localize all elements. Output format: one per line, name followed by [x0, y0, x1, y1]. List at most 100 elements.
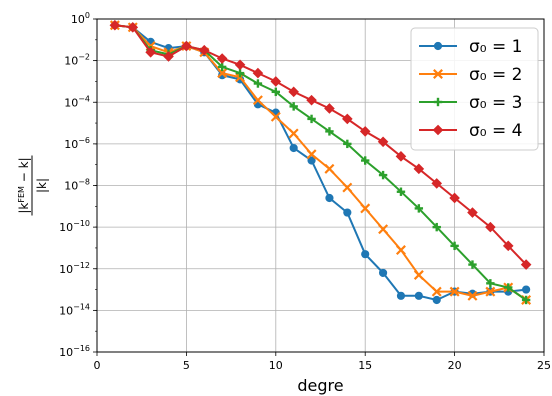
- data-point: [378, 170, 388, 180]
- data-point: [431, 286, 442, 297]
- data-point: [271, 87, 280, 97]
- data-point: [343, 139, 352, 149]
- data-point-stroke: [378, 224, 389, 235]
- y-tick-label: 100: [71, 11, 90, 26]
- y-tick-label: 10−2: [64, 53, 90, 68]
- axis-ticks: 0 5 10 15 20 25 10−16 10−14 10−12 10−10 10−8 10−6 10…: [59, 11, 551, 372]
- data-point: [502, 240, 514, 252]
- data-point: [431, 178, 443, 189]
- data-point: [414, 204, 424, 213]
- data-point-stroke: [342, 182, 353, 193]
- data-point: [377, 136, 389, 148]
- data-point: [395, 245, 406, 255]
- data-point: [270, 111, 281, 122]
- x-tick-label: 5: [183, 359, 190, 372]
- data-point: [235, 68, 245, 78]
- data-point: [324, 103, 335, 114]
- y-tick-label: 10−8: [64, 178, 90, 193]
- data-point: [413, 163, 425, 175]
- data-point: [324, 163, 335, 174]
- data-point-stroke: [467, 290, 478, 301]
- data-point: [396, 291, 406, 300]
- data-point: [234, 59, 246, 71]
- y-tick-label: 10−14: [59, 302, 90, 317]
- data-point: [109, 19, 121, 31]
- data-point-stroke: [360, 203, 371, 214]
- x-tick-label: 0: [94, 359, 101, 372]
- data-point: [432, 222, 441, 232]
- data-point: [216, 53, 228, 64]
- data-point: [521, 295, 531, 305]
- data-point-stroke: [449, 286, 460, 297]
- y-axis-label-numerator: |kFEM − k|: [17, 157, 31, 213]
- y-tick-label: 10−6: [64, 136, 90, 151]
- data-point: [145, 46, 156, 58]
- data-point: [252, 67, 264, 79]
- legend-entry-3: σ₀ = 3: [419, 93, 522, 113]
- legend-entry-1: σ₀ = 1: [419, 37, 522, 57]
- data-point: [198, 44, 210, 56]
- y-tick-label: 10−12: [59, 261, 90, 276]
- data-point: [289, 102, 298, 111]
- legend-label: σ₀ = 4: [469, 121, 522, 141]
- data-point: [378, 224, 389, 235]
- data-point: [270, 76, 282, 87]
- x-tick-label: 20: [448, 359, 462, 372]
- data-point: [467, 290, 478, 301]
- y-tick-label: 10−16: [59, 344, 90, 359]
- data-point: [433, 97, 443, 107]
- data-point: [361, 156, 370, 165]
- data-point: [342, 182, 353, 193]
- data-point: [359, 126, 371, 137]
- data-point-stroke: [288, 128, 299, 139]
- data-point: [307, 114, 316, 124]
- data-point: [163, 51, 174, 62]
- data-point: [485, 286, 496, 297]
- data-point: [378, 268, 388, 278]
- data-point-stroke: [413, 270, 424, 280]
- data-point-stroke: [270, 111, 281, 122]
- y-axis-label-denominator: |k|: [35, 178, 49, 193]
- data-point: [325, 193, 334, 203]
- data-point-stroke: [395, 245, 406, 255]
- data-point: [217, 62, 227, 72]
- x-tick-label: 25: [537, 359, 551, 372]
- data-point: [306, 94, 317, 106]
- data-point: [253, 79, 263, 88]
- data-point: [217, 68, 228, 79]
- data-point: [413, 270, 424, 280]
- data-point-stroke: [306, 149, 317, 160]
- data-point: [432, 295, 441, 305]
- data-point: [361, 250, 370, 259]
- data-point-stroke: [431, 286, 442, 297]
- data-point-stroke: [324, 163, 335, 174]
- data-point: [288, 86, 299, 98]
- data-point: [395, 151, 407, 162]
- data-point: [450, 241, 459, 251]
- x-axis-label: degre: [297, 376, 343, 395]
- y-axis-label: |kFEM − k| |k|: [17, 155, 49, 216]
- data-point: [433, 41, 443, 51]
- data-point: [522, 285, 531, 294]
- data-point: [485, 221, 496, 233]
- data-point-stroke: [217, 68, 228, 79]
- data-point: [432, 124, 444, 136]
- data-point: [467, 207, 478, 218]
- y-tick-label: 10−10: [59, 219, 90, 234]
- data-point: [414, 291, 423, 300]
- series-4: [109, 19, 532, 270]
- data-point: [306, 149, 317, 160]
- data-point: [449, 192, 460, 204]
- legend-entry-2: σ₀ = 2: [419, 65, 522, 85]
- data-point: [307, 156, 316, 165]
- data-point: [468, 260, 477, 269]
- x-tick-label: 10: [269, 359, 283, 372]
- data-point: [486, 279, 495, 288]
- data-point: [360, 203, 371, 214]
- data-point: [127, 22, 139, 33]
- legend-label: σ₀ = 3: [469, 93, 522, 113]
- data-point: [181, 40, 192, 52]
- data-point: [288, 128, 299, 139]
- data-point: [342, 113, 353, 125]
